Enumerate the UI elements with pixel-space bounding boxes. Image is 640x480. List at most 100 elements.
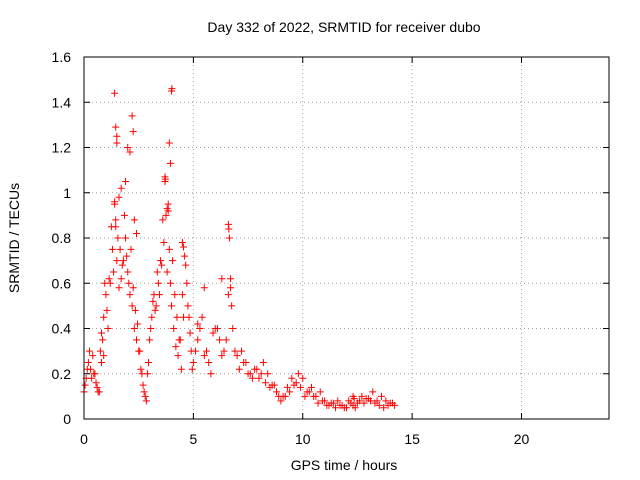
- data-point: [125, 279, 133, 287]
- data-point: [188, 365, 196, 373]
- chart-title: Day 332 of 2022, SRMTID for receiver dub…: [207, 19, 480, 35]
- plot-frame: [83, 56, 610, 420]
- data-point: [155, 291, 163, 299]
- data-point: [253, 365, 261, 373]
- data-point: [225, 234, 233, 242]
- y-tick-label: 1: [63, 185, 71, 201]
- data-point: [157, 257, 165, 265]
- data-point: [100, 313, 108, 321]
- data-point: [124, 144, 132, 151]
- data-point: [172, 343, 180, 351]
- data-point: [292, 379, 300, 387]
- grid-layer: [84, 57, 609, 419]
- data-point: [159, 216, 167, 224]
- data-point: [84, 358, 92, 366]
- data-point: [102, 291, 110, 299]
- data-point: [229, 325, 237, 332]
- data-point: [118, 261, 126, 269]
- y-tick-label: 0.8: [52, 230, 72, 246]
- data-point: [89, 352, 97, 360]
- data-point: [213, 325, 221, 332]
- y-tick-label: 1.2: [52, 140, 72, 156]
- data-point: [262, 379, 270, 387]
- data-point: [196, 325, 204, 332]
- data-point: [120, 211, 128, 219]
- data-point: [227, 284, 235, 292]
- data-point: [133, 229, 140, 237]
- data-point: [353, 399, 361, 407]
- data-point: [96, 347, 104, 355]
- data-point: [231, 347, 239, 355]
- data-point: [380, 404, 388, 412]
- data-point: [181, 252, 189, 260]
- data-point: [163, 268, 171, 276]
- axis-ticks: 0 5 10 15 20 0 0.2 0.4 0.6 0.8 1 1.2 1.4 1.6: [52, 49, 609, 447]
- data-point: [139, 381, 147, 389]
- data-point: [174, 352, 182, 360]
- data-point: [134, 320, 142, 328]
- data-point: [257, 370, 265, 378]
- data-point: [98, 329, 105, 337]
- data-point: [297, 383, 305, 391]
- data-point: [240, 358, 248, 366]
- data-point: [107, 223, 115, 231]
- data-point: [147, 325, 155, 332]
- data-point: [93, 383, 101, 391]
- data-point: [218, 275, 226, 283]
- data-point: [103, 306, 111, 314]
- data-point: [133, 336, 140, 344]
- data-point: [189, 358, 197, 366]
- data-point: [314, 399, 322, 407]
- data-point: [168, 302, 175, 310]
- data-point: [146, 336, 154, 344]
- data-point: [128, 112, 136, 120]
- data-point: [129, 284, 137, 292]
- y-axis-label: SRMTID / TECUs: [6, 183, 22, 293]
- data-point: [227, 275, 235, 283]
- data-point: [222, 336, 230, 344]
- data-point: [294, 370, 302, 378]
- data-point: [169, 257, 177, 265]
- data-point: [136, 347, 144, 355]
- data-point: [117, 275, 125, 283]
- data-point: [180, 243, 188, 251]
- data-point: [116, 245, 124, 253]
- data-points: [80, 85, 399, 412]
- data-point: [113, 257, 121, 265]
- data-point: [255, 374, 263, 382]
- data-point: [165, 245, 173, 253]
- data-point: [378, 392, 385, 400]
- data-point: [340, 404, 348, 412]
- data-point: [220, 347, 228, 355]
- data-point: [114, 234, 122, 242]
- data-point: [384, 401, 392, 409]
- data-point: [164, 207, 172, 215]
- data-point: [358, 392, 366, 400]
- data-point: [101, 279, 109, 287]
- data-point: [112, 123, 120, 131]
- data-point: [182, 261, 190, 269]
- data-point: [205, 358, 213, 366]
- data-point: [148, 313, 156, 321]
- data-point: [145, 358, 153, 366]
- data-point: [171, 291, 179, 299]
- data-point: [316, 388, 324, 396]
- data-point: [244, 370, 252, 378]
- data-point: [305, 388, 313, 396]
- y-tick-label: 0.2: [52, 366, 72, 382]
- data-point: [178, 239, 186, 247]
- data-point: [165, 139, 173, 147]
- data-point: [233, 352, 241, 360]
- data-point: [336, 401, 344, 409]
- data-point: [127, 245, 135, 253]
- data-point: [270, 381, 278, 389]
- data-point: [200, 352, 208, 360]
- data-point: [85, 347, 93, 355]
- data-point: [350, 395, 358, 403]
- data-point: [367, 397, 375, 405]
- data-point: [111, 198, 119, 206]
- data-point: [345, 397, 353, 405]
- data-point: [117, 184, 125, 192]
- data-point: [323, 401, 331, 409]
